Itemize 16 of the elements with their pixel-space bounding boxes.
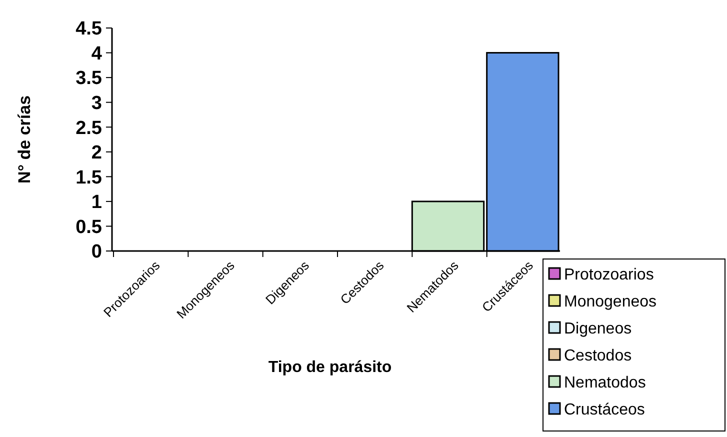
- legend-label: Cestodos: [564, 348, 632, 365]
- legend-label: Crustáceos: [564, 402, 645, 419]
- y-tick-label: 0.5: [76, 216, 102, 238]
- legend-label: Digeneos: [564, 320, 632, 338]
- y-tick-label: 0: [91, 242, 102, 263]
- legend-label: Nematodos: [564, 374, 646, 392]
- y-tick-label: 2: [91, 142, 102, 164]
- x-axis-title: Tipo de parásito: [268, 359, 392, 376]
- y-tick-label: 1: [91, 192, 102, 214]
- y-tick-label: 3.5: [76, 68, 102, 90]
- y-tick-label: 4.5: [76, 18, 102, 40]
- y-tick-label: 2.5: [76, 118, 102, 139]
- y-axis-title: N° de crías: [15, 95, 34, 184]
- y-tick-label: 4: [91, 43, 102, 64]
- y-tick-label: 3: [91, 92, 102, 114]
- y-tick-label: 1.5: [76, 167, 102, 188]
